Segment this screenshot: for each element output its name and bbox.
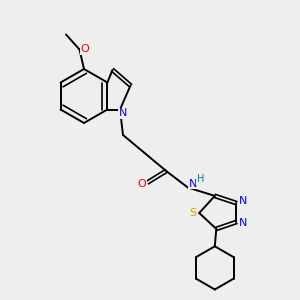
- Text: H: H: [197, 174, 204, 184]
- Text: N: N: [239, 218, 247, 229]
- Text: O: O: [80, 44, 89, 55]
- Text: O: O: [138, 179, 147, 189]
- Text: N: N: [189, 179, 197, 189]
- Text: S: S: [190, 208, 197, 218]
- Text: N: N: [119, 108, 127, 118]
- Text: N: N: [239, 196, 247, 206]
